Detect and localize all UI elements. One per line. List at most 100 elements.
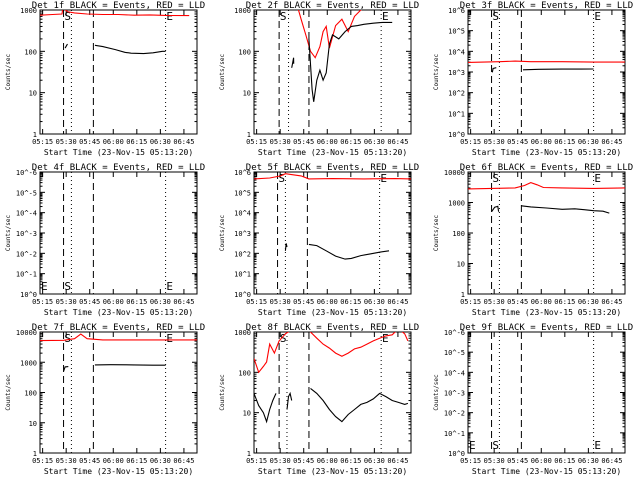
y-tick-label: 10^0 <box>448 450 465 458</box>
events-series-line <box>286 391 293 410</box>
y-tick-label: 10^-3 <box>16 230 37 238</box>
x-tick-label: 06:30 <box>364 457 385 465</box>
x-tick-label: 05:15 <box>246 298 267 306</box>
panel-title: Det 9f BLACK = Events, RED = LLD <box>460 323 633 333</box>
x-tick-label: 05:30 <box>270 138 291 146</box>
start-marker-label: S <box>492 172 499 185</box>
y-tick-label: 10^1 <box>448 110 465 118</box>
y-axis-label: Counts/sec <box>433 374 440 411</box>
y-tick-label: 10^0 <box>234 291 251 299</box>
x-tick-label: 05:15 <box>460 457 481 465</box>
plot-frame <box>253 9 412 135</box>
x-tick-label: 05:15 <box>32 298 53 306</box>
events-series-line <box>521 205 610 214</box>
x-tick-label: 05:45 <box>507 457 528 465</box>
x-tick-label: 05:30 <box>56 298 77 306</box>
y-tick-label: 10^-1 <box>16 271 37 279</box>
x-tick-label: 06:15 <box>340 457 361 465</box>
panel-title: Det 5f BLACK = Events, RED = LLD <box>246 163 419 173</box>
y-tick-label: 1000 <box>448 200 465 208</box>
y-tick-label: 10^-6 <box>16 169 37 177</box>
events-series-line <box>310 387 409 423</box>
events-series-line <box>522 68 594 71</box>
y-tick-label: 10 <box>457 261 465 269</box>
x-tick-label: 06:00 <box>531 457 552 465</box>
lld-series-line <box>40 333 197 342</box>
panel-title: Det 2f BLACK = Events, RED = LLD <box>246 1 419 11</box>
edge-marker-label: E <box>41 280 48 293</box>
y-tick-label: 10^5 <box>448 28 465 36</box>
panel-title: Det 4f BLACK = Events, RED = LLD <box>32 163 205 173</box>
x-tick-label: 06:00 <box>103 457 124 465</box>
x-axis-label: Start Time (23-Nov-15 05:13:20) <box>44 467 193 476</box>
x-tick-label: 06:45 <box>387 138 408 146</box>
end-marker-label: E <box>382 332 389 345</box>
y-tick-label: 10^-1 <box>444 430 465 438</box>
y-axis-label: Counts/sec <box>433 54 440 91</box>
x-tick-label: 06:00 <box>317 138 338 146</box>
x-tick-label: 05:30 <box>270 298 291 306</box>
x-tick-label: 05:30 <box>270 457 291 465</box>
x-tick-label: 06:15 <box>340 138 361 146</box>
x-tick-label: 05:30 <box>484 298 505 306</box>
lld-series-line <box>468 182 625 190</box>
x-tick-label: 05:45 <box>293 298 314 306</box>
x-tick-label: 05:45 <box>507 298 528 306</box>
events-series-line <box>308 21 393 102</box>
y-tick-label: 10^-6 <box>444 329 465 337</box>
x-tick-label: 06:30 <box>150 298 171 306</box>
events-series-line <box>491 205 500 213</box>
y-tick-label: 10^0 <box>20 291 37 299</box>
end-marker-label: E <box>382 10 389 23</box>
y-tick-label: 100 <box>24 48 37 56</box>
y-tick-label: 10^0 <box>448 131 465 139</box>
y-tick-label: 10^4 <box>448 48 465 56</box>
x-tick-label: 06:15 <box>126 298 147 306</box>
x-axis-label: Start Time (23-Nov-15 05:13:20) <box>258 308 407 317</box>
panel-title: Det 1f BLACK = Events, RED = LLD <box>32 1 205 11</box>
x-tick-label: 05:15 <box>32 457 53 465</box>
lld-series-line <box>297 10 362 59</box>
x-tick-label: 06:15 <box>126 457 147 465</box>
x-axis-label: Start Time (23-Nov-15 05:13:20) <box>472 467 621 476</box>
panel-6: Det 6f BLACK = Events, RED = LLD Counts/s… <box>433 163 633 317</box>
y-tick-label: 10^3 <box>234 230 251 238</box>
series-group <box>254 173 411 260</box>
y-tick-label: 1000 <box>234 329 251 337</box>
start-marker-label: S <box>64 332 71 345</box>
x-tick-label: 06:30 <box>364 298 385 306</box>
x-tick-label: 06:30 <box>578 457 599 465</box>
y-tick-label: 100 <box>452 230 465 238</box>
y-tick-label: 10 <box>29 90 37 98</box>
y-tick-label: 1 <box>33 450 37 458</box>
x-tick-label: 06:30 <box>150 138 171 146</box>
lld-series-line <box>468 60 625 63</box>
x-tick-label: 06:15 <box>554 138 575 146</box>
end-marker-label: E <box>166 10 173 23</box>
events-series-line <box>94 364 166 366</box>
panel-title: Det 6f BLACK = Events, RED = LLD <box>460 163 633 173</box>
y-tick-label: 1 <box>247 131 251 139</box>
x-tick-label: 06:00 <box>531 298 552 306</box>
x-tick-label: 05:45 <box>79 138 100 146</box>
panel-title: Det 7f BLACK = Events, RED = LLD <box>32 323 205 333</box>
y-tick-label: 1000 <box>234 7 251 15</box>
y-tick-label: 10 <box>243 410 251 418</box>
x-tick-label: 05:45 <box>507 138 528 146</box>
series-group <box>468 182 625 214</box>
panel-8: Det 8f BLACK = Events, RED = LLD Counts/s… <box>219 323 419 476</box>
panel-9: Det 9f BLACK = Events, RED = LLD Counts/s… <box>433 323 633 476</box>
events-series-line <box>62 366 69 372</box>
y-tick-label: 10^3 <box>448 69 465 77</box>
y-axis-label: Counts/sec <box>219 54 226 91</box>
y-tick-label: 10^6 <box>448 7 465 15</box>
y-tick-label: 1000 <box>20 359 37 367</box>
y-tick-label: 1 <box>461 291 465 299</box>
edge-marker-label: E <box>469 439 476 452</box>
start-marker-label: S <box>280 10 287 23</box>
panel-5: Det 5f BLACK = Events, RED = LLD Counts/s… <box>219 163 419 317</box>
panel-1: Det 1f BLACK = Events, RED = LLD Counts/s… <box>5 1 205 157</box>
x-tick-label: 05:30 <box>484 457 505 465</box>
y-tick-label: 10^4 <box>234 210 251 218</box>
x-tick-label: 05:15 <box>246 457 267 465</box>
